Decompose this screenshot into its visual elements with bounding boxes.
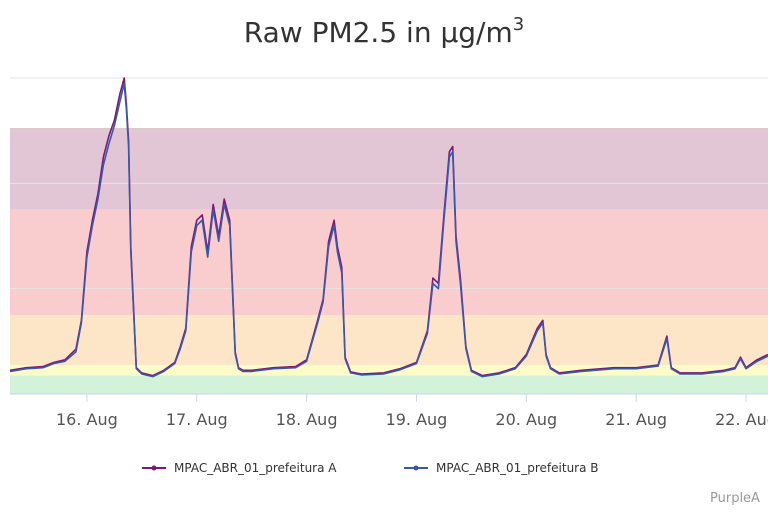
series-line-b — [9, 82, 768, 378]
chart-title: Raw PM2.5 in µg/m3 — [244, 14, 524, 49]
chart-title-main: Raw PM2.5 in µg/m — [244, 16, 513, 49]
x-tick-label: 18. Aug — [276, 410, 338, 429]
gridlines — [10, 77, 768, 395]
legend[interactable]: MPAC_ABR_01_prefeitura A MPAC_ABR_01_pref… — [142, 461, 599, 475]
aqi-band-2 — [10, 315, 768, 366]
aqi-band-0 — [10, 375, 768, 394]
aqi-band-3 — [10, 209, 768, 315]
x-tick-label: 20. Aug — [495, 410, 557, 429]
legend-marker — [151, 465, 157, 471]
legend-item-a[interactable]: MPAC_ABR_01_prefeitura A — [142, 461, 337, 475]
chart-title-superscript: 3 — [513, 14, 524, 35]
series-line-a — [9, 77, 768, 377]
x-tick-label: 17. Aug — [166, 410, 228, 429]
legend-item-b[interactable]: MPAC_ABR_01_prefeitura B — [404, 461, 599, 475]
aqi-band-5 — [10, 128, 768, 131]
x-tick-label: 19. Aug — [386, 410, 448, 429]
x-axis: 16. Aug 17. Aug 18. Aug 19. Aug 20. Aug 21. A… — [56, 394, 768, 429]
aqi-band-4 — [10, 130, 768, 210]
legend-label: MPAC_ABR_01_prefeitura B — [436, 461, 599, 475]
aqi-band-1 — [10, 365, 768, 376]
aqi-bands — [10, 128, 768, 394]
series-layer — [9, 77, 768, 378]
legend-label: MPAC_ABR_01_prefeitura A — [174, 461, 337, 475]
x-tick-label: 16. Aug — [56, 410, 118, 429]
x-tick-label: 22. Aug — [715, 410, 768, 429]
x-tick-label: 21. Aug — [605, 410, 667, 429]
credit-label[interactable]: PurpleA — [710, 491, 760, 506]
legend-marker — [413, 465, 419, 471]
